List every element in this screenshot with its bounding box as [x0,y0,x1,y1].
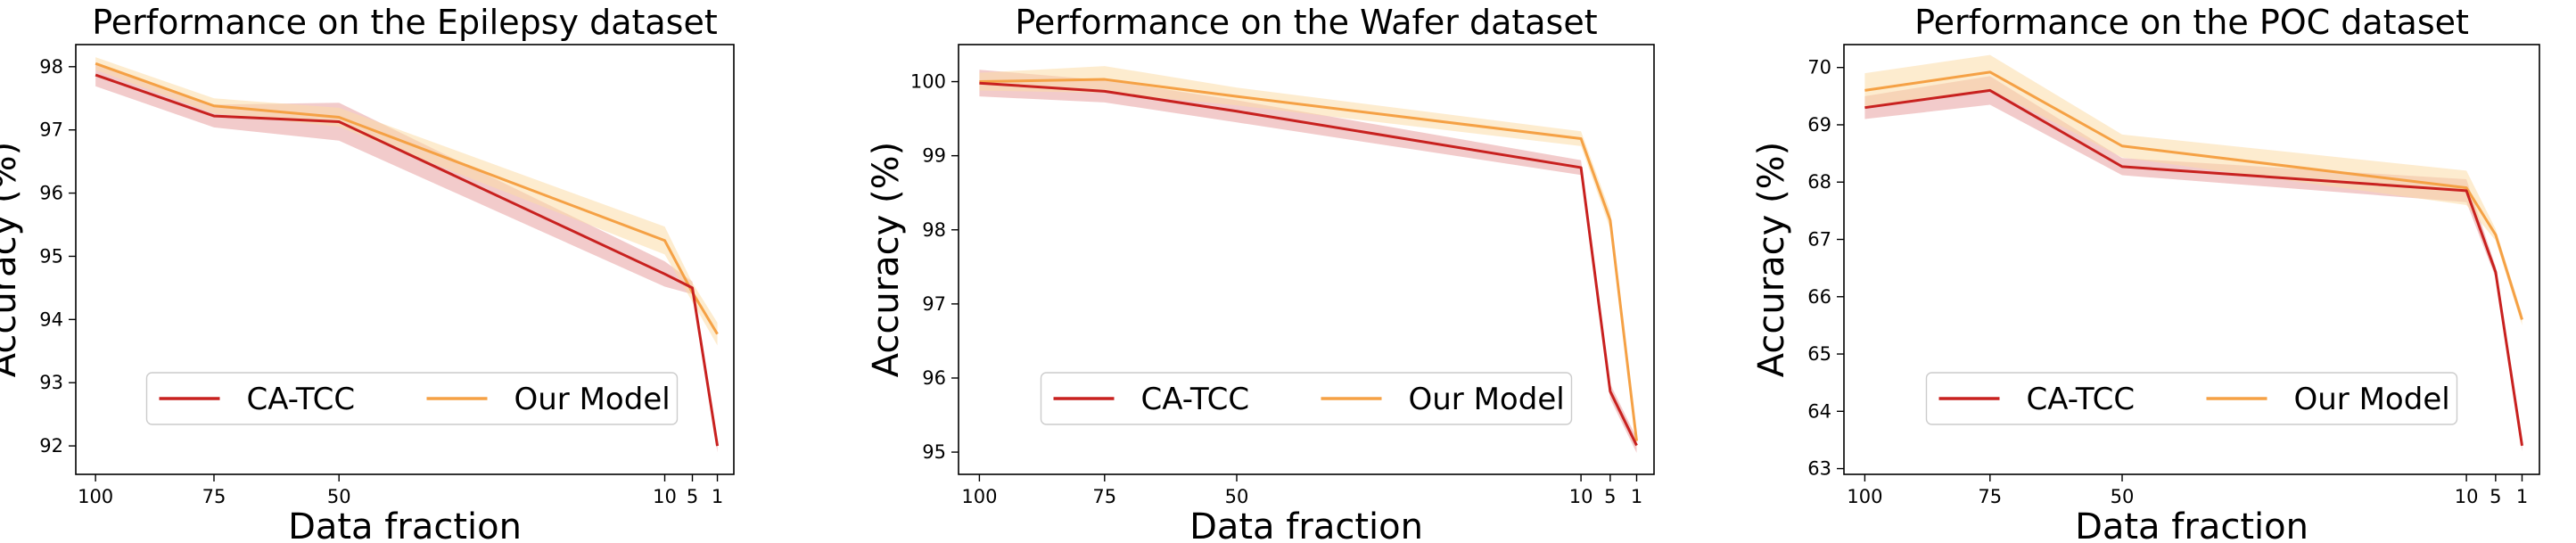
y-tick-label: 63 [1807,458,1831,480]
y-tick-label: 97 [39,119,63,141]
chart-title: Performance on the POC dataset [1914,3,2469,42]
x-tick-label: 50 [1225,486,1249,507]
x-axis-label: Data fraction [2075,506,2309,543]
x-tick-label: 100 [961,486,997,507]
y-tick-label: 68 [1807,171,1831,193]
y-tick-label: 92 [39,435,63,457]
x-axis-label: Data fraction [1189,506,1423,543]
y-tick-label: 100 [910,71,946,93]
legend: CA-TCC Our Model [1040,372,1573,425]
y-tick-label: 95 [922,441,946,463]
chart-title: Performance on the Wafer dataset [1015,3,1597,42]
x-tick-label: 1 [712,486,723,507]
y-tick-label: 98 [39,56,63,78]
y-axis-label: Accuracy (%) [0,142,24,378]
x-tick-label: 75 [1092,486,1116,507]
x-tick-label: 100 [78,486,113,507]
legend: CA-TCC Our Model [145,372,679,425]
y-tick-label: 95 [39,245,63,267]
x-axis-label: Data fraction [288,506,522,543]
x-tick-label: 10 [1569,486,1593,507]
y-tick-label: 66 [1807,286,1831,308]
legend-box [1040,372,1573,425]
plot-frame [75,44,735,475]
y-tick-label: 96 [39,183,63,204]
x-tick-label: 1 [2516,486,2528,507]
plot-frame [958,44,1655,475]
chart-title: Performance on the Epilepsy dataset [92,3,718,42]
y-tick-label: 97 [922,293,946,315]
x-tick-label: 50 [2111,486,2135,507]
series-line-our-model [1864,70,2523,320]
x-tick-label: 5 [1604,486,1616,507]
series-line-ca-tcc [95,73,720,447]
x-tick-label: 10 [2455,486,2479,507]
chart-panel-3: 100 75 50 10 5 1 63 64 65 66 67 68 69 70 Performance o… [1751,3,2540,543]
y-tick-label: 64 [1807,400,1831,422]
y-tick-label: 96 [922,367,946,389]
series-line-ca-tcc [1864,88,2523,447]
y-axis-label: Accuracy (%) [866,142,907,378]
y-tick-label: 94 [39,309,63,330]
chart-panel-1: 100 75 50 10 5 1 92 93 94 95 96 97 98 Performance on … [0,3,735,543]
chart-panel-2: 100 75 50 10 5 1 95 96 97 98 99 100 Performance on t… [866,3,1655,543]
x-tick-label: 50 [327,486,351,507]
x-tick-label: 5 [687,486,698,507]
series-line-our-model [979,78,1638,441]
legend-box [145,372,679,425]
x-tick-label: 100 [1847,486,1882,507]
y-tick-label: 65 [1807,343,1831,365]
legend-label: Our Model [514,382,671,417]
legend-label: Our Model [2294,382,2450,417]
series-line-our-model [95,62,719,335]
y-axis-label: Accuracy (%) [1751,142,1792,378]
y-tick-label: 67 [1807,229,1831,251]
x-tick-label: 5 [2490,486,2501,507]
y-tick-label: 93 [39,372,63,393]
y-tick-label: 69 [1807,114,1831,136]
band-our-model [95,57,718,346]
y-tick-label: 98 [922,219,946,241]
y-tick-label: 70 [1807,57,1831,78]
series-line-ca-tcc [979,81,1638,447]
legend-label: CA-TCC [2027,382,2136,417]
y-tick-label: 99 [922,145,946,167]
legend-label: CA-TCC [247,382,356,417]
x-tick-label: 1 [1631,486,1642,507]
x-tick-label: 75 [1978,486,2002,507]
legend-label: CA-TCC [1141,382,1250,417]
legend-box [1925,372,2458,425]
x-tick-label: 75 [202,486,226,507]
legend-label: Our Model [1409,382,1565,417]
x-tick-label: 10 [653,486,677,507]
legend: CA-TCC Our Model [1925,372,2458,425]
plot-frame [1843,44,2540,475]
